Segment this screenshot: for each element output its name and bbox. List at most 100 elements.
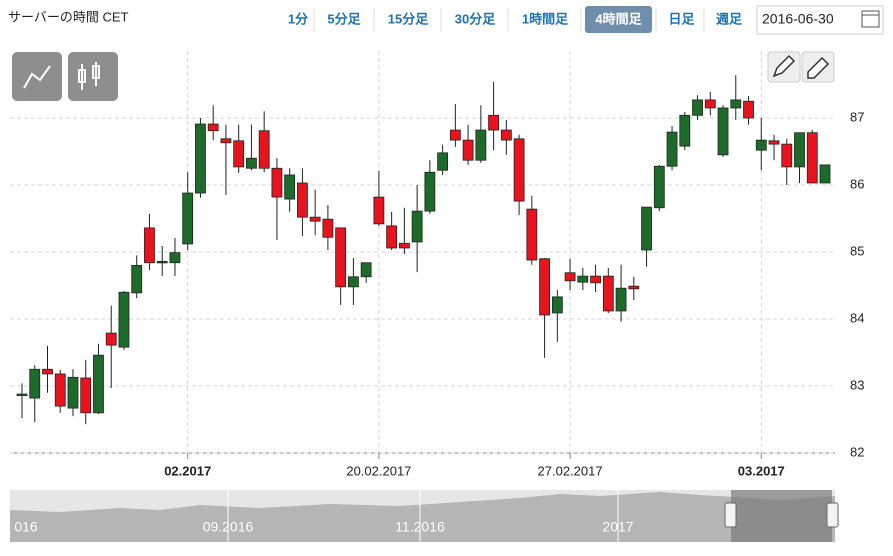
date-value: 2016-06-30 (762, 11, 834, 27)
candle-body (360, 262, 372, 278)
candle-body (666, 131, 678, 167)
navigator-label: 11.2016 (395, 519, 445, 535)
y-tick-label: 84 (850, 310, 864, 325)
candle-body (704, 99, 716, 109)
candle-body (54, 373, 66, 407)
navigator-area (10, 492, 835, 542)
candle-body (258, 130, 270, 169)
candle-body (526, 208, 538, 261)
y-tick-label: 86 (850, 176, 864, 191)
candle-body (794, 132, 805, 168)
x-tick-label: 20.02.2017 (346, 463, 411, 478)
timeframe-button[interactable] (286, 6, 310, 33)
candle-body (628, 285, 640, 290)
timeframe-button[interactable] (318, 6, 370, 33)
navigator-window[interactable] (731, 490, 832, 542)
timeframe-label: 4時間足 (595, 11, 642, 26)
candle-body (462, 139, 474, 161)
candle-body (653, 165, 665, 209)
candle-body (16, 393, 28, 396)
plot: 82 83 84 85 86 87 02.2017 20.02.2017 27.02.2017 0… (10, 51, 864, 478)
candle-body (500, 129, 512, 141)
timeframe-button[interactable] (512, 6, 578, 33)
y-tick-label: 87 (850, 109, 864, 124)
candle-body (42, 368, 53, 375)
timeframe-label: 1分 (288, 11, 308, 26)
candle-body (564, 272, 576, 282)
x-tick-label: 02.2017 (164, 463, 211, 478)
candle-body (488, 114, 500, 131)
timeframe-button[interactable] (585, 6, 652, 33)
candle-body (220, 138, 232, 144)
candle-body (641, 206, 652, 251)
candle-body (590, 275, 601, 284)
timeframe-label: 30分足 (455, 11, 496, 26)
timeframe-button[interactable] (708, 6, 750, 33)
timeframe-button[interactable] (378, 6, 438, 33)
navigator-label: 09.2016 (203, 519, 254, 535)
candle-body (207, 123, 219, 132)
timeframe-label: 15分足 (388, 11, 429, 26)
y-tick-label: 82 (850, 444, 864, 459)
candle-body (768, 140, 780, 145)
candle-body (297, 182, 308, 218)
pencil-icon (772, 54, 796, 78)
timeframe-label: 1時間足 (522, 11, 569, 26)
navigator-handle-right[interactable] (826, 502, 839, 528)
timeframe-label: 日足 (668, 11, 695, 26)
candle-body (437, 152, 449, 171)
candle-body (105, 332, 117, 346)
candle-body (373, 196, 385, 225)
y-tick-label: 85 (850, 243, 864, 258)
candle-body (819, 164, 831, 184)
candle-body (284, 174, 296, 200)
candle-body (386, 225, 398, 249)
candle-body (692, 99, 703, 116)
navigator-labels: 016 09.2016 11.2016 2017 (3, 490, 634, 542)
candle-body (424, 171, 436, 212)
candle-body (781, 143, 793, 168)
candle-body (539, 258, 550, 316)
x-tick-label: 03.2017 (738, 463, 785, 478)
candle-body (195, 123, 206, 194)
candle-body (67, 376, 79, 409)
timeframe-bar: 1分 5分足 15分足 30分足 1時間足 4時間足 日足 週足 (286, 6, 750, 33)
candle-body (246, 157, 257, 169)
timeframe-button[interactable] (660, 6, 703, 33)
candle-body (156, 260, 168, 264)
line-icon (23, 65, 51, 89)
x-tick-label: 27.02.2017 (538, 463, 603, 478)
candle-body (29, 368, 41, 399)
candle-body (755, 139, 767, 151)
candle-body (551, 296, 563, 314)
candle-body (806, 132, 818, 184)
candle-body (743, 100, 754, 119)
timeframe-label: 5分足 (327, 11, 361, 26)
candle-body (475, 129, 487, 161)
timeframe-button[interactable] (445, 6, 505, 33)
navigator-label: 2017 (602, 519, 633, 535)
candle-body (80, 377, 92, 414)
candle-body (679, 114, 691, 147)
candle-body (577, 275, 589, 283)
candle-body (309, 216, 321, 222)
candle-body (271, 167, 283, 198)
candle-body (322, 218, 334, 238)
navigator-handle-left[interactable] (724, 502, 737, 528)
navigator-label: 016 (14, 519, 38, 535)
timeframe-label: 週足 (716, 11, 743, 26)
candle-body (93, 354, 104, 414)
candle-icon (78, 62, 100, 90)
candle-body (615, 287, 627, 312)
candle-body (182, 192, 194, 245)
candle-body (717, 107, 729, 156)
candle-body (411, 210, 423, 243)
calendar-icon[interactable] (861, 10, 880, 28)
candle-body (602, 275, 614, 312)
candle-body (449, 129, 461, 141)
candle-body (144, 227, 155, 264)
candle-body (730, 99, 742, 109)
server-time: サーバーの時間 CET (8, 9, 129, 24)
candle-body (347, 276, 359, 288)
